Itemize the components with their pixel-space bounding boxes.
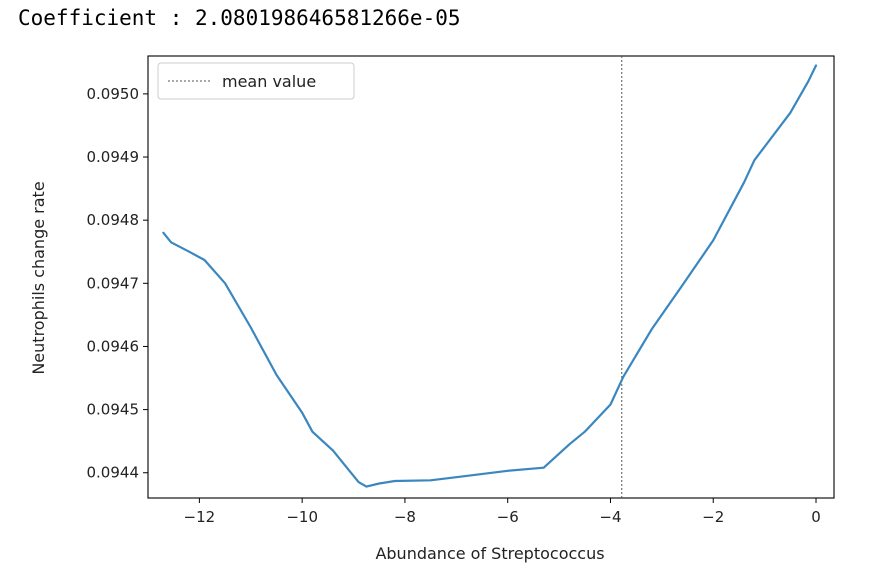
legend: mean value (157, 62, 355, 100)
coefficient-text: Coefficient : 2.080198646581266e-05 (18, 6, 461, 30)
x-tick-label: −8 (394, 508, 416, 526)
x-tick-label: −6 (497, 508, 519, 526)
y-tick-label: 0.0947 (87, 274, 140, 292)
y-tick-label: 0.0950 (87, 85, 140, 103)
legend-label: mean value (222, 72, 316, 91)
x-tick-label: −2 (702, 508, 724, 526)
x-tick-label: −10 (286, 508, 318, 526)
x-tick-label: −12 (184, 508, 216, 526)
x-tick-label: −4 (599, 508, 621, 526)
plot-area-frame (147, 55, 835, 499)
x-axis-ticks: −12 −10 −8 −6 −4 −2 0 (184, 498, 821, 526)
y-tick-label: 0.0944 (87, 464, 140, 482)
x-axis-label: Abundance of Streptococcus (375, 544, 604, 563)
legend-box (157, 62, 355, 100)
y-axis-ticks: 0.0944 0.0945 0.0946 0.0947 0.0948 0.0949 0.09… (87, 85, 148, 482)
y-tick-label: 0.0948 (87, 211, 140, 229)
y-axis-label: Neutrophils change rate (29, 181, 48, 374)
series-line (162, 64, 818, 488)
y-tick-label: 0.0949 (87, 148, 140, 166)
y-tick-label: 0.0946 (87, 337, 140, 355)
y-tick-label: 0.0945 (87, 401, 140, 419)
x-tick-label: 0 (811, 508, 821, 526)
